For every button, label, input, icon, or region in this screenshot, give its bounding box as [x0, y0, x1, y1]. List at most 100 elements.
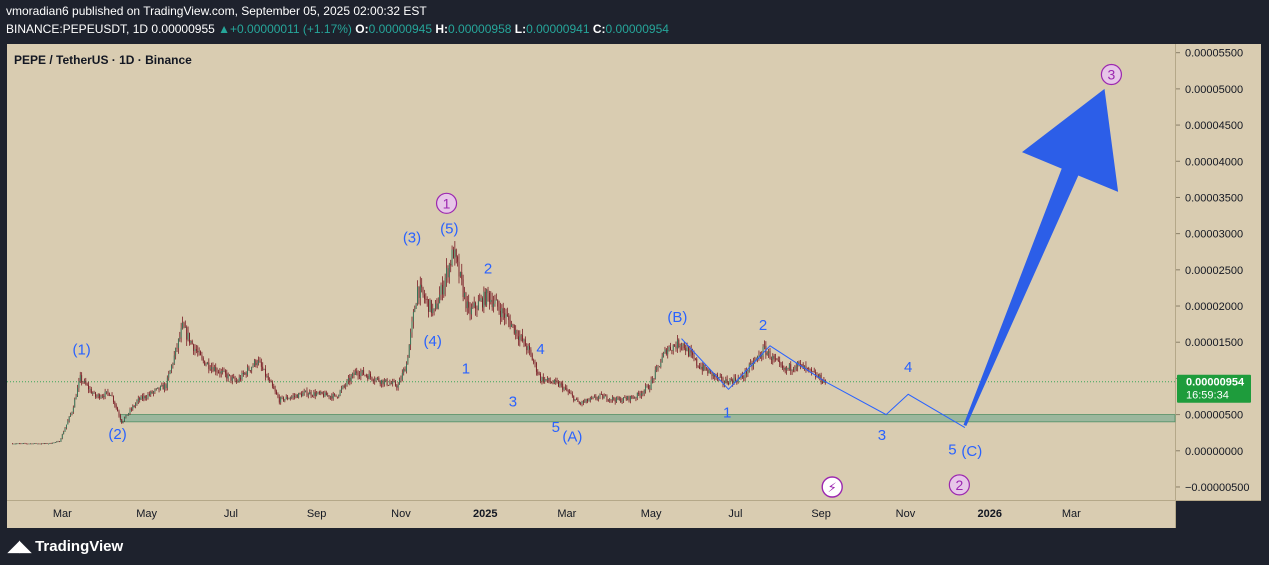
candle-body	[265, 368, 266, 377]
candle-body	[34, 443, 36, 445]
wave-label: (B)	[667, 309, 687, 326]
tradingview-logo[interactable]: ◢◣ TradingView	[8, 537, 123, 555]
candle-body	[107, 391, 109, 393]
candle-body	[164, 384, 166, 390]
candle-body	[595, 396, 597, 399]
candle-body	[396, 385, 398, 388]
candle-body	[511, 324, 512, 327]
candle-body	[520, 335, 522, 337]
candle-body	[70, 414, 72, 417]
candle-body	[314, 392, 316, 396]
candle-body	[101, 396, 103, 398]
candle-body	[784, 367, 786, 371]
candle-body	[143, 395, 145, 399]
candle-body	[114, 401, 116, 405]
candle-body	[535, 363, 537, 372]
candle-body	[313, 392, 315, 396]
candle-body	[682, 343, 684, 346]
candle-body	[570, 392, 572, 394]
candle-body	[501, 308, 503, 318]
candle-body	[129, 409, 131, 414]
candle-body	[794, 368, 796, 370]
candle-body	[631, 396, 633, 398]
candle-body	[553, 380, 555, 384]
candle-body	[450, 264, 452, 266]
candle-body	[45, 443, 47, 445]
candle-body	[93, 392, 95, 394]
candle-body	[429, 300, 431, 312]
candle-body	[20, 443, 22, 445]
candle-body	[642, 393, 644, 395]
candle-body	[801, 364, 803, 366]
candle-body	[99, 394, 101, 399]
candle-body	[412, 311, 414, 322]
candle-body	[361, 370, 363, 373]
candle-body	[798, 361, 800, 364]
candle-body	[779, 360, 781, 363]
candle-body	[57, 441, 59, 443]
candle-body	[775, 358, 776, 360]
candle-body	[382, 379, 384, 385]
candle-body	[804, 365, 806, 369]
candle-body	[248, 367, 250, 371]
candle-body	[423, 294, 425, 299]
events-flash-icon[interactable]	[821, 476, 843, 498]
candle-body	[681, 345, 682, 347]
candle-body	[345, 385, 347, 387]
candle-body	[231, 377, 233, 381]
candle-body	[591, 397, 593, 399]
candle-body	[502, 308, 504, 314]
x-tick-label: 2026	[978, 508, 1002, 520]
candle-body	[155, 388, 157, 390]
candle-body	[645, 386, 647, 391]
candle-body	[787, 368, 789, 369]
candle-body	[692, 352, 694, 355]
candle-body	[186, 327, 188, 340]
candle-body	[190, 341, 192, 343]
candle-body	[476, 308, 478, 310]
candle-body	[538, 373, 540, 375]
candle-body	[795, 366, 797, 369]
candle-body	[414, 308, 416, 312]
candle-body	[381, 379, 383, 384]
y-tick-label: 0.00000000	[1185, 446, 1243, 458]
wave-label: 5	[948, 441, 956, 458]
candle-body	[96, 396, 98, 397]
candle-body	[768, 351, 770, 354]
candle-body	[761, 356, 763, 358]
candle-body	[401, 372, 403, 380]
time-scale[interactable]	[7, 501, 1175, 528]
candle-body	[18, 443, 20, 445]
price-scale[interactable]	[1176, 44, 1261, 500]
y-tick-label: 0.00002500	[1185, 265, 1243, 277]
candle-body	[142, 396, 143, 399]
symbol-ohlc-line: BINANCE:PEPEUSDT, 1D 0.00000955 ▲+0.0000…	[6, 22, 669, 36]
candle-body	[418, 286, 420, 298]
candle-body	[222, 370, 224, 372]
candle-body	[613, 397, 615, 400]
low-value: 0.00000941	[526, 22, 590, 36]
candle-body	[812, 371, 814, 372]
candle-body	[712, 373, 714, 377]
tradingview-logo-icon: ◢◣	[8, 538, 32, 555]
candle-body	[618, 398, 620, 400]
candle-body	[477, 301, 479, 310]
candle-body	[459, 272, 461, 277]
candle-body	[599, 394, 601, 397]
candle-body	[560, 383, 562, 385]
cycle-label-circle	[948, 474, 970, 496]
candle-body	[480, 298, 482, 301]
candle-body	[320, 391, 322, 394]
candle-body	[78, 381, 80, 389]
candle-body	[490, 299, 492, 303]
candle-body	[25, 443, 27, 445]
candle-body	[276, 391, 277, 395]
candle-body	[79, 375, 81, 382]
candle-body	[578, 401, 580, 404]
candle-body	[209, 368, 211, 370]
candle-body	[512, 324, 514, 326]
plot-area[interactable]	[7, 44, 1175, 500]
candle-body	[406, 363, 407, 372]
candle-body	[419, 284, 421, 298]
